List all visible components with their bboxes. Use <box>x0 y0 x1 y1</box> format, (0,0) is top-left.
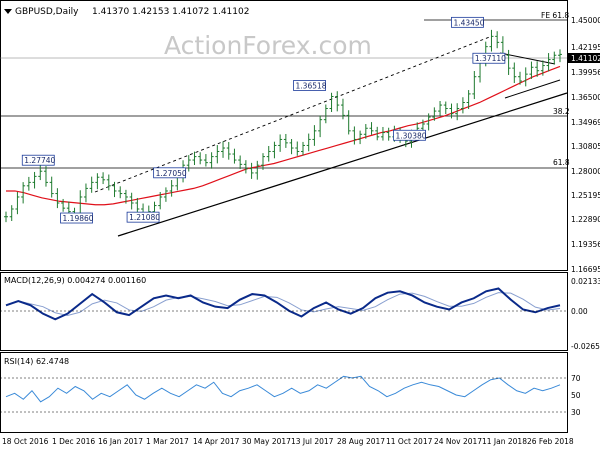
price-label: 1.21080 <box>129 213 160 222</box>
macd-signal-line <box>5 292 561 317</box>
price-label-box <box>21 154 55 166</box>
date-tick: 18 Oct 2016 <box>2 437 49 446</box>
rsi-line <box>5 375 561 403</box>
price-tick: 1.42195 <box>571 43 600 52</box>
rsi-tick: 30 <box>571 408 581 417</box>
price-tick: 1.45000 <box>571 16 600 25</box>
macd-tick: 0.00 <box>571 307 588 316</box>
rsi-label: RSI(14) 62.4748 <box>4 357 69 366</box>
price-label-box <box>451 16 484 28</box>
macd-tick: -0.026514 <box>571 342 600 351</box>
price-label-box <box>393 129 426 141</box>
date-tick: 24 Nov 2017 <box>434 437 482 446</box>
price-label-box <box>60 212 93 224</box>
price-label: 1.27740 <box>24 156 55 165</box>
date-tick: 28 Aug 2017 <box>337 437 385 446</box>
ohlc-label: 1.41370 1.42153 1.41072 1.41102 <box>92 7 249 17</box>
macd-label: MACD(12,26,9) 0.004274 0.001160 <box>4 276 146 285</box>
fib-382-label: 38.2 <box>553 107 570 116</box>
price-label: 1.36518 <box>296 81 327 90</box>
date-tick: 11 Jan 2018 <box>482 437 527 446</box>
date-tick: 14 Apr 2017 <box>193 437 240 446</box>
price-label: 1.19860 <box>63 214 94 223</box>
price-label: 1.30380 <box>396 131 427 140</box>
fib-618-label: 61.8 <box>553 158 570 167</box>
price-tick: 1.39956 <box>571 68 600 77</box>
fe-level-label: FE 61.8 <box>541 11 569 20</box>
rsi-tick: 70 <box>571 374 581 383</box>
watermark: ActionForex.com <box>164 31 372 60</box>
macd-line <box>5 287 561 321</box>
date-tick: 11 Oct 2017 <box>386 437 433 446</box>
macd-tick: 0.021334 <box>571 277 600 286</box>
price-panel-frame <box>0 0 568 271</box>
date-tick: 30 May 2017 <box>242 437 291 446</box>
dropdown-triangle-icon[interactable] <box>4 9 12 14</box>
date-tick: 13 Jul 2017 <box>291 437 334 446</box>
moving-average-line <box>6 65 561 206</box>
price-label-box <box>293 80 326 91</box>
price-tick: 1.16695 <box>571 265 600 274</box>
price-tick: 1.19356 <box>571 240 600 249</box>
date-tick: 16 Jan 2017 <box>98 437 143 446</box>
current-price-box <box>568 53 600 63</box>
price-label-box <box>472 52 506 64</box>
wedge-upper-line <box>499 52 556 65</box>
price-tick: 1.36500 <box>571 93 600 102</box>
date-tick: 1 Mar 2017 <box>146 437 189 446</box>
price-label-box <box>126 211 160 223</box>
price-tick: 1.30805 <box>571 142 600 151</box>
price-tick: 1.28000 <box>571 167 600 176</box>
price-tick: 1.34969 <box>571 118 600 127</box>
date-tick: 26 Feb 2018 <box>527 437 574 446</box>
price-label: 1.27050 <box>156 169 187 178</box>
macd-panel-frame <box>0 272 568 351</box>
current-price-value: 1.41102 <box>571 54 600 63</box>
symbol-label: GBPUSD,Daily <box>15 7 79 17</box>
price-label: 1.37110 <box>475 54 506 63</box>
rsi-panel-frame <box>0 352 568 433</box>
trendline-lower <box>117 92 568 237</box>
channel-upper-dashed <box>94 35 493 193</box>
rsi-tick: 50 <box>571 391 581 400</box>
price-tick: 1.22890 <box>571 215 600 224</box>
price-tick: 1.25195 <box>571 191 600 200</box>
date-tick: 1 Dec 2016 <box>52 437 95 446</box>
wedge-lower-line <box>504 79 561 99</box>
price-label-box <box>153 167 187 179</box>
price-label: 1.43450 <box>453 18 484 27</box>
